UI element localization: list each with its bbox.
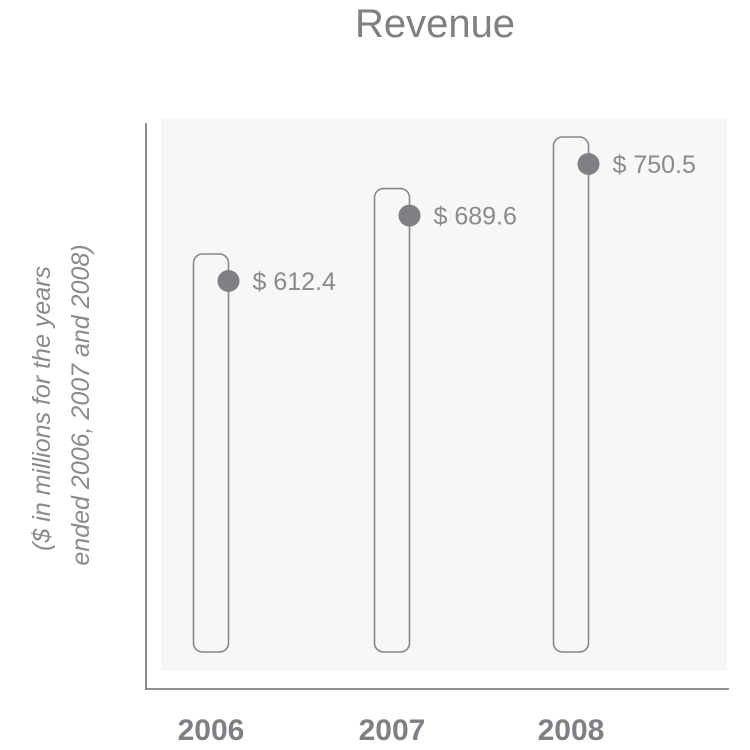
value-marker-2007 bbox=[398, 204, 421, 227]
chart-title: Revenue bbox=[355, 2, 515, 46]
bar-series: $ 612.4 $ 689.6 $ 750.5 bbox=[192, 136, 696, 653]
bar-2008 bbox=[552, 136, 590, 653]
value-label-2008: $ 750.5 bbox=[613, 151, 696, 179]
value-marker-2006 bbox=[217, 270, 240, 292]
value-label-2007: $ 689.6 bbox=[434, 203, 517, 231]
plot-background bbox=[161, 118, 727, 671]
value-label-2006: $ 612.4 bbox=[253, 268, 337, 296]
x-tick-label-2006: 2006 bbox=[178, 714, 245, 747]
y-axis-label-line-1: ($ in millions for the years bbox=[28, 266, 56, 551]
y-axis-label: ($ in millions for the years ended 2006,… bbox=[28, 244, 95, 565]
bar-2007 bbox=[373, 187, 411, 653]
bar-2006 bbox=[192, 253, 230, 653]
x-tick-label-2007: 2007 bbox=[359, 714, 426, 747]
x-tick-label-2008: 2008 bbox=[538, 714, 605, 747]
category-labels: 2006 2007 2008 bbox=[178, 714, 605, 747]
y-axis-label-line-2: ended 2006, 2007 and 2008) bbox=[67, 244, 95, 565]
value-marker-2008 bbox=[577, 153, 600, 175]
